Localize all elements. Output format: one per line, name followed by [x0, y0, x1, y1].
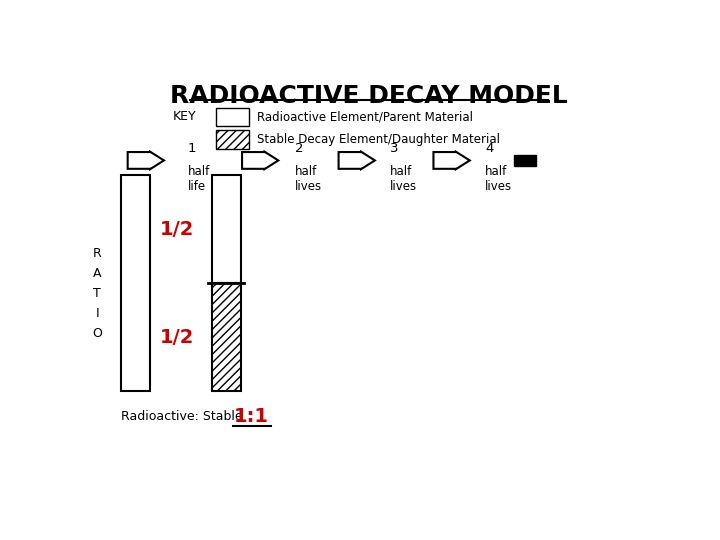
Text: 1:1: 1:1 — [234, 407, 269, 426]
Text: 1: 1 — [188, 143, 196, 156]
Bar — [212, 283, 240, 391]
Text: R: R — [93, 247, 102, 260]
Text: 4: 4 — [485, 143, 493, 156]
Bar — [215, 131, 249, 149]
Polygon shape — [338, 152, 375, 169]
Text: A: A — [93, 267, 102, 280]
Bar — [215, 107, 249, 126]
Bar — [514, 155, 536, 166]
Text: 2: 2 — [295, 143, 304, 156]
Text: 1/2: 1/2 — [160, 328, 194, 347]
Polygon shape — [127, 152, 164, 169]
Text: Stable Decay Element/Daughter Material: Stable Decay Element/Daughter Material — [258, 133, 500, 146]
Text: KEY: KEY — [172, 110, 196, 123]
Polygon shape — [433, 152, 469, 169]
Text: Radioactive Element/Parent Material: Radioactive Element/Parent Material — [258, 110, 474, 123]
Text: O: O — [92, 327, 102, 340]
Text: half
lives: half lives — [295, 165, 323, 193]
Text: I: I — [96, 307, 99, 320]
Bar — [212, 175, 240, 283]
Text: half
lives: half lives — [390, 165, 418, 193]
Bar — [121, 175, 150, 391]
Text: half
life: half life — [188, 165, 210, 193]
Text: RADIOACTIVE DECAY MODEL: RADIOACTIVE DECAY MODEL — [170, 84, 568, 107]
Polygon shape — [242, 152, 279, 169]
Text: T: T — [94, 287, 101, 300]
Text: Radioactive: Stable: Radioactive: Stable — [121, 410, 243, 423]
Text: 3: 3 — [390, 143, 399, 156]
Text: half
lives: half lives — [485, 165, 512, 193]
Text: 1/2: 1/2 — [160, 220, 194, 239]
